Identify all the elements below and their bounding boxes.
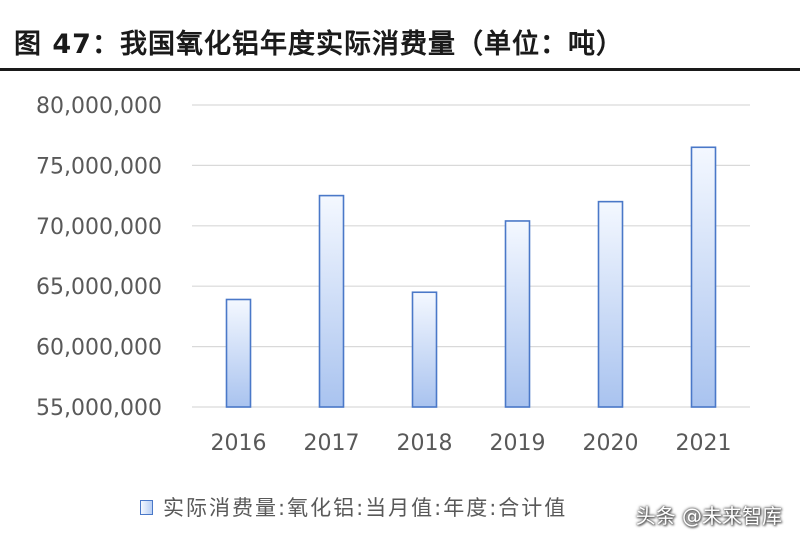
x-tick-label: 2019 [490, 431, 546, 456]
x-tick-label: 2021 [676, 431, 732, 456]
bar-2017 [318, 194, 345, 408]
y-tick-label: 75,000,000 [36, 154, 162, 179]
bar-2016 [225, 298, 252, 408]
legend-label: 实际消费量:氧化铝:当月值:年度:合计值 [163, 496, 568, 520]
bar-2019 [504, 220, 531, 408]
bars [225, 146, 717, 408]
bar-2018 [411, 291, 438, 408]
bar-2020 [597, 200, 624, 408]
x-tick-label: 2018 [397, 431, 453, 456]
chart-legend: 实际消费量:氧化铝:当月值:年度:合计值 [140, 492, 567, 522]
x-tick-label: 2020 [583, 431, 639, 456]
legend-swatch [140, 499, 153, 515]
watermark-text: 头条 @未来智库 [635, 504, 782, 528]
y-tick-label: 55,000,000 [36, 396, 162, 421]
y-tick-label: 60,000,000 [36, 336, 162, 361]
y-tick-label: 80,000,000 [36, 94, 162, 119]
grid-lines [192, 104, 750, 408]
y-axis-ticks: 55,000,000 60,000,000 65,000,000 70,000,000… [36, 94, 162, 421]
bar-chart: 55,000,000 60,000,000 65,000,000 70,000,000… [36, 94, 750, 456]
y-tick-label: 70,000,000 [36, 215, 162, 240]
x-tick-label: 2016 [211, 431, 267, 456]
x-axis-ticks: 2016 2017 2018 2019 2020 2021 [211, 431, 732, 456]
chart-title: 图 47：我国氧化铝年度实际消费量（单位：吨） [14, 29, 624, 60]
title-divider [0, 68, 800, 71]
x-tick-label: 2017 [304, 431, 360, 456]
bar-2021 [690, 146, 717, 408]
y-tick-label: 65,000,000 [36, 275, 162, 300]
